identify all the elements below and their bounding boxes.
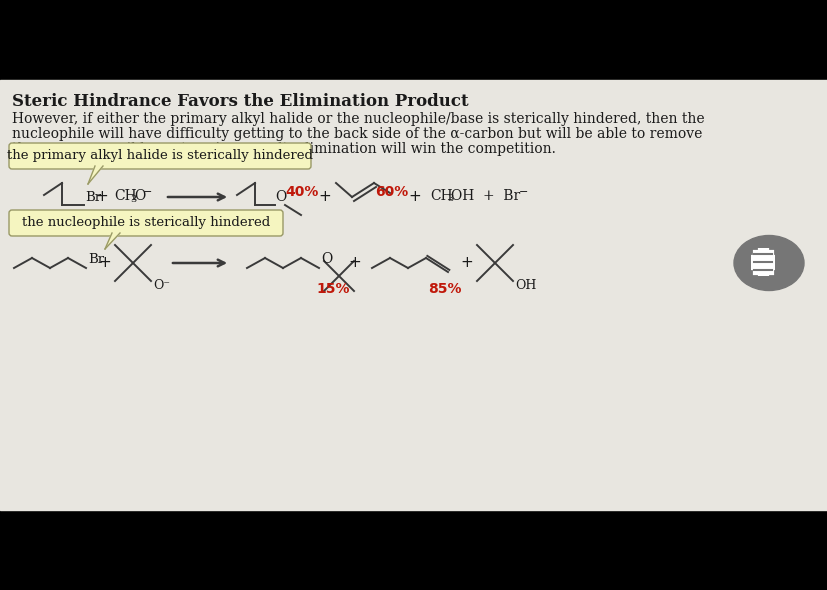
Bar [0, 80, 827, 510]
Text: O: O [321, 252, 332, 266]
Text: −: − [143, 187, 152, 197]
Text: the more accessible proton. As a result, elimination will win the competition.: the more accessible proton. As a result,… [12, 142, 555, 156]
Text: +: + [95, 189, 108, 205]
Text: −: − [519, 187, 528, 197]
Text: 3: 3 [130, 195, 136, 205]
Polygon shape [88, 166, 103, 184]
Text: Br: Br [85, 191, 101, 204]
Text: OH  +  Br: OH + Br [451, 189, 519, 203]
Text: Br: Br [88, 253, 104, 266]
Text: +: + [409, 189, 421, 205]
Text: the nucleophile is sterically hindered: the nucleophile is sterically hindered [22, 217, 270, 230]
Text: O⁻: O⁻ [153, 279, 170, 292]
Text: +: + [318, 189, 331, 205]
FancyBboxPatch shape [9, 143, 311, 169]
Text: 60%: 60% [375, 185, 409, 199]
Text: +: + [348, 255, 361, 270]
Text: CH: CH [114, 189, 136, 203]
Ellipse shape [733, 235, 803, 290]
Polygon shape [105, 233, 120, 249]
FancyBboxPatch shape [9, 210, 283, 236]
Text: nucleophile will have difficulty getting to the back side of the α-carbon but wi: nucleophile will have difficulty getting… [12, 127, 701, 141]
Text: OH: OH [514, 279, 536, 292]
Text: 3: 3 [447, 195, 452, 204]
Text: O: O [134, 189, 145, 203]
Text: 15%: 15% [316, 282, 349, 296]
Text: 85%: 85% [428, 282, 461, 296]
Bar [750, 248, 774, 276]
Text: Steric Hindrance Favors the Elimination Product: Steric Hindrance Favors the Elimination … [12, 93, 468, 110]
Text: +: + [98, 255, 112, 270]
Text: +: + [460, 255, 473, 270]
Text: However, if either the primary alkyl halide or the nucleophile/base is stericall: However, if either the primary alkyl hal… [12, 112, 704, 126]
Text: the primary alkyl halide is sterically hindered: the primary alkyl halide is sterically h… [7, 149, 313, 162]
Text: CH: CH [429, 189, 452, 203]
Text: 40%: 40% [285, 185, 318, 199]
Bar [0, 0, 827, 80]
Bar [0, 510, 827, 590]
Text: O: O [275, 190, 286, 204]
